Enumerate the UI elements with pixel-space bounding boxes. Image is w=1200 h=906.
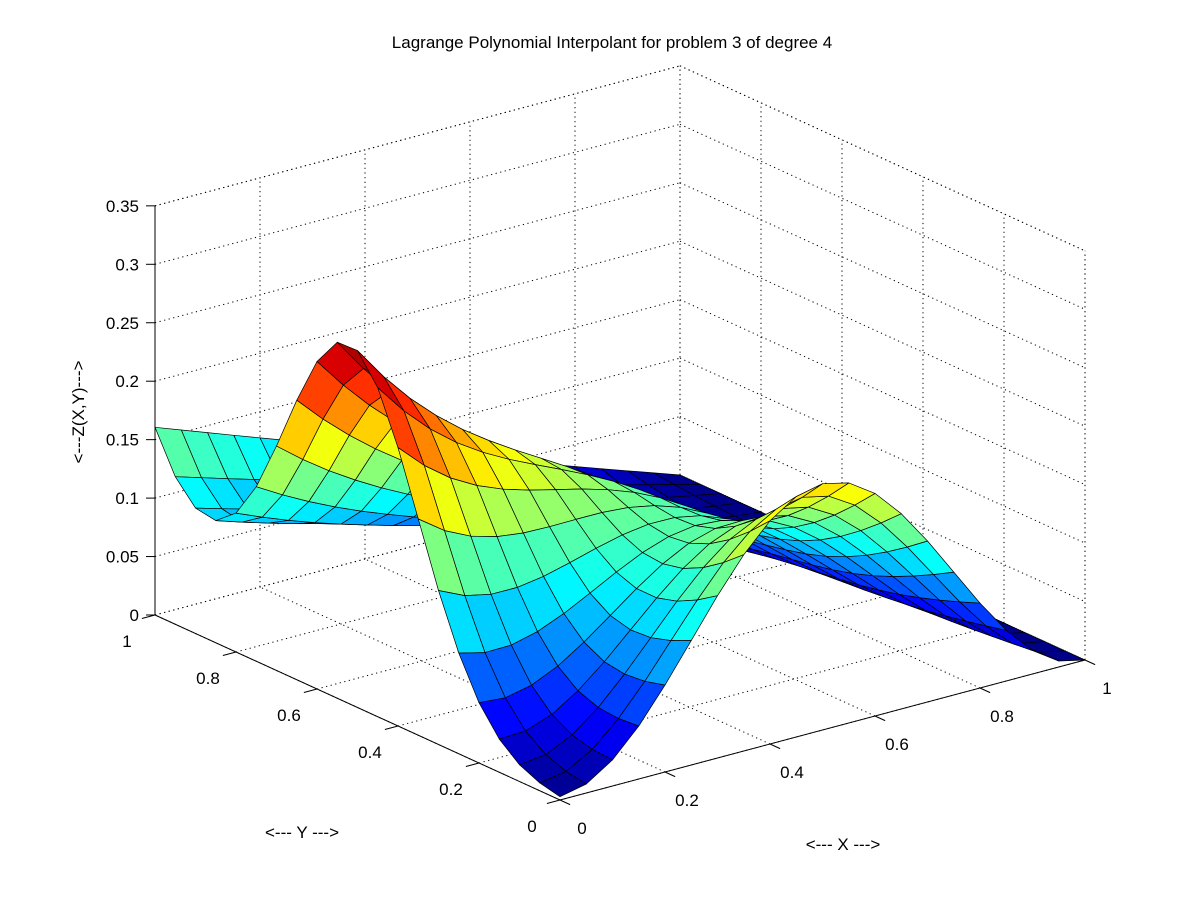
x-tick	[1084, 659, 1096, 666]
grid-line	[679, 182, 1086, 369]
x-tick	[559, 799, 571, 806]
y-axis-line	[154, 614, 561, 801]
z-tick-label: 0	[130, 606, 139, 625]
x-tick-label: 0.2	[675, 791, 699, 810]
z-axis-label: <---Z(X,Y)--->	[69, 360, 88, 463]
grid-line	[679, 240, 1086, 427]
box-edge	[679, 65, 1086, 252]
y-tick	[465, 762, 480, 767]
y-tick-label: 0.2	[439, 780, 463, 799]
x-axis-label: <--- X --->	[806, 835, 881, 854]
x-tick	[769, 743, 781, 750]
x-tick-label: 0.4	[780, 763, 804, 782]
x-axis-line	[559, 659, 1086, 801]
x-tick	[979, 687, 991, 694]
x-tick-label: 0.8	[990, 707, 1014, 726]
z-tick-label: 0.2	[115, 372, 139, 391]
y-tick	[384, 725, 399, 730]
y-tick-label: 0.8	[196, 669, 220, 688]
z-tick-label: 0.15	[106, 431, 139, 450]
y-tick	[303, 688, 318, 693]
x-tick-label: 0	[577, 819, 586, 838]
z-tick-label: 0.05	[106, 548, 139, 567]
grid-line	[154, 182, 681, 324]
grid-line	[154, 123, 681, 265]
x-tick	[874, 715, 886, 722]
y-tick-label: 0	[527, 817, 536, 836]
z-tick-label: 0.35	[106, 197, 139, 216]
x-tick	[664, 771, 676, 778]
box-edge	[154, 65, 681, 207]
surface-mesh	[154, 341, 1086, 798]
grid-line	[154, 240, 681, 382]
z-tick-label: 0.1	[115, 489, 139, 508]
y-tick	[222, 651, 237, 656]
grid-line	[679, 299, 1086, 486]
y-tick-label: 1	[122, 632, 131, 651]
x-tick-label: 0.6	[885, 735, 909, 754]
y-tick	[546, 799, 561, 804]
surface-patch	[539, 771, 587, 798]
x-tick-label: 1	[1102, 679, 1111, 698]
z-tick-label: 0.25	[106, 314, 139, 333]
chart-title: Lagrange Polynomial Interpolant for prob…	[392, 33, 832, 52]
tick-labels: 0 0.2 0.4 0.6 0.8 1 0 0.2 0.4 0.6 0.8 1 0 0.05 0.1 0.15…	[106, 197, 1112, 838]
axes	[141, 205, 1096, 806]
y-tick-label: 0.6	[277, 706, 301, 725]
z-tick-label: 0.3	[115, 255, 139, 274]
y-tick	[141, 614, 156, 619]
y-axis-label: <--- Y --->	[265, 823, 339, 842]
y-tick-label: 0.4	[358, 743, 382, 762]
grid-line	[679, 123, 1086, 310]
